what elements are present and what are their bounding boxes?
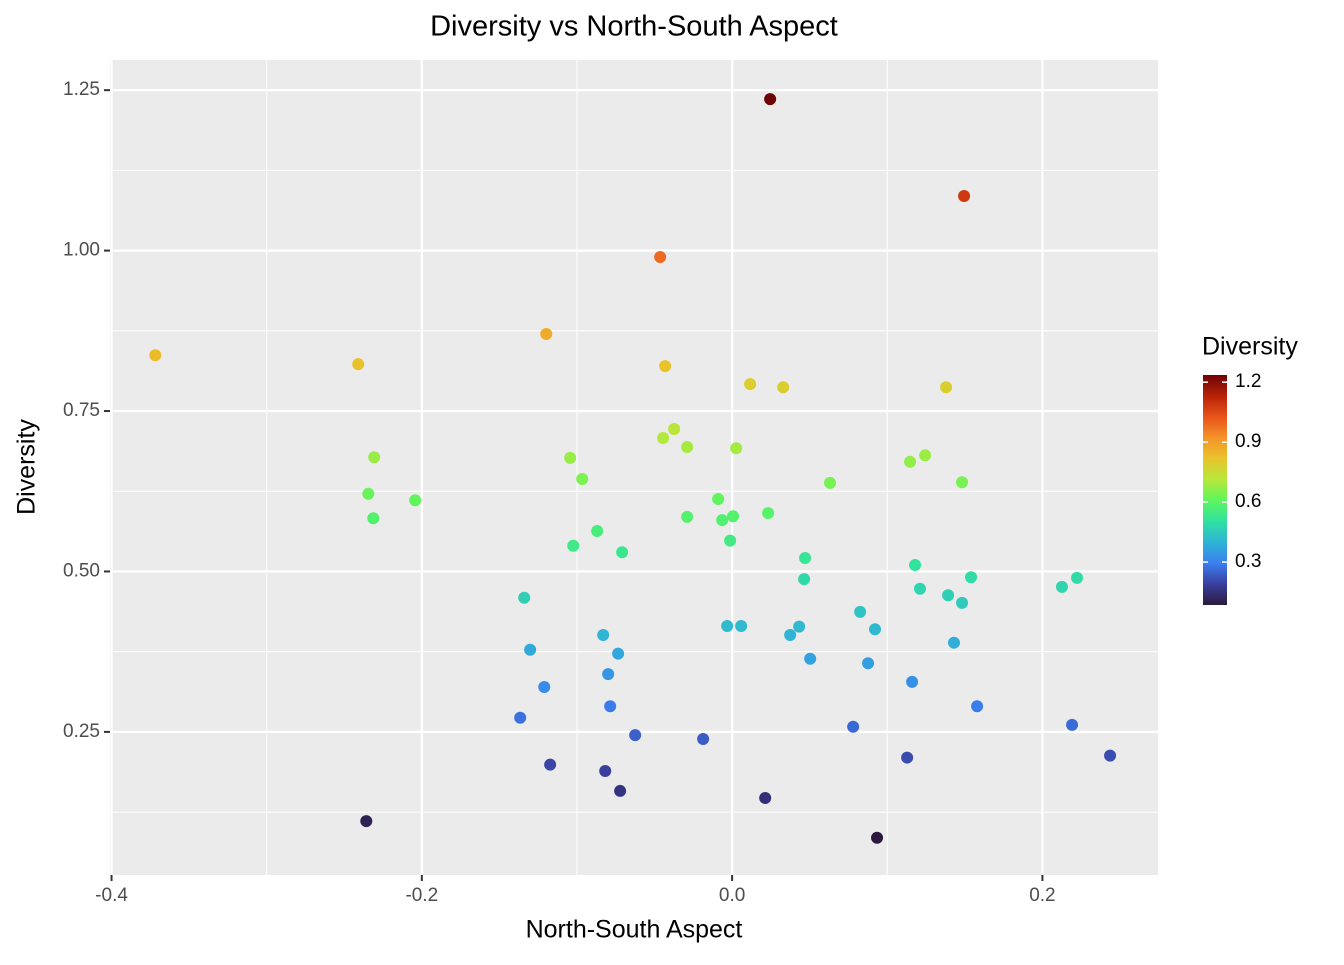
point: [730, 442, 743, 455]
point: [804, 652, 817, 665]
point: [940, 381, 953, 394]
y-tick-label: 1.25: [63, 79, 100, 100]
point: [919, 449, 932, 462]
colorbar-label: 0.6: [1235, 491, 1261, 512]
legend-title: Diversity: [1202, 333, 1298, 361]
point: [735, 620, 748, 633]
point: [544, 758, 557, 771]
point: [538, 680, 551, 693]
point: [712, 492, 725, 505]
x-tick-label: -0.4: [95, 885, 128, 906]
point: [668, 422, 681, 435]
point: [616, 546, 629, 559]
x-tick-label: -0.2: [405, 885, 438, 906]
point: [799, 551, 812, 564]
y-tick-label: 0.75: [63, 400, 100, 421]
point: [824, 476, 837, 489]
point: [904, 455, 917, 468]
point: [409, 494, 422, 507]
point: [869, 623, 882, 636]
point: [762, 507, 775, 520]
y-axis-label: Diversity: [13, 419, 41, 515]
colorbar-label: 0.9: [1235, 431, 1261, 452]
point: [368, 451, 381, 464]
point: [909, 559, 922, 572]
point: [854, 605, 867, 618]
point: [901, 751, 914, 764]
x-tick-label: 0.0: [719, 885, 745, 906]
point: [793, 620, 806, 633]
point: [956, 476, 969, 489]
point: [1104, 749, 1117, 762]
point: [1066, 718, 1079, 731]
point: [744, 378, 757, 391]
colorbar-label: 1.2: [1235, 371, 1261, 392]
point: [914, 582, 927, 595]
x-axis-label: North-South Aspect: [526, 916, 743, 944]
point: [697, 732, 710, 745]
x-tick-label: 0.2: [1029, 885, 1055, 906]
point: [1055, 580, 1068, 593]
point: [862, 657, 875, 670]
point: [360, 815, 373, 828]
point: [362, 487, 375, 500]
point: [784, 628, 797, 641]
point: [871, 831, 884, 844]
point: [764, 93, 777, 106]
panel: [110, 60, 1158, 875]
point: [724, 534, 737, 547]
point: [681, 440, 694, 453]
point: [604, 700, 617, 713]
point: [716, 514, 729, 527]
point: [906, 675, 919, 688]
point: [659, 360, 672, 373]
point: [599, 765, 612, 778]
point: [847, 720, 860, 733]
point: [759, 791, 772, 804]
point: [942, 589, 955, 602]
point: [367, 512, 380, 525]
point: [971, 700, 984, 713]
chart-title: Diversity vs North-South Aspect: [430, 11, 838, 43]
y-tick-label: 0.50: [63, 560, 100, 581]
point: [629, 729, 642, 742]
point: [352, 358, 365, 371]
point: [602, 668, 615, 681]
point: [149, 349, 162, 362]
point: [777, 381, 790, 394]
point: [614, 784, 627, 797]
point: [564, 451, 577, 464]
point: [721, 620, 734, 633]
point: [654, 251, 667, 264]
point: [514, 711, 527, 724]
point: [612, 647, 625, 660]
point: [947, 636, 960, 649]
point: [657, 431, 670, 444]
point: [591, 525, 604, 538]
point: [567, 539, 580, 552]
point: [524, 643, 537, 656]
point: [681, 510, 694, 523]
point: [798, 573, 811, 586]
point: [597, 628, 610, 641]
point: [965, 571, 978, 584]
point: [576, 473, 589, 486]
colorbar: [1203, 375, 1227, 605]
colorbar-label: 0.3: [1235, 551, 1261, 572]
y-tick-label: 1.00: [63, 240, 100, 261]
point: [958, 190, 971, 203]
point: [727, 510, 740, 523]
point: [540, 328, 553, 341]
point: [1071, 571, 1084, 584]
y-tick-label: 0.25: [63, 721, 100, 742]
point: [518, 591, 531, 604]
point: [956, 596, 969, 609]
